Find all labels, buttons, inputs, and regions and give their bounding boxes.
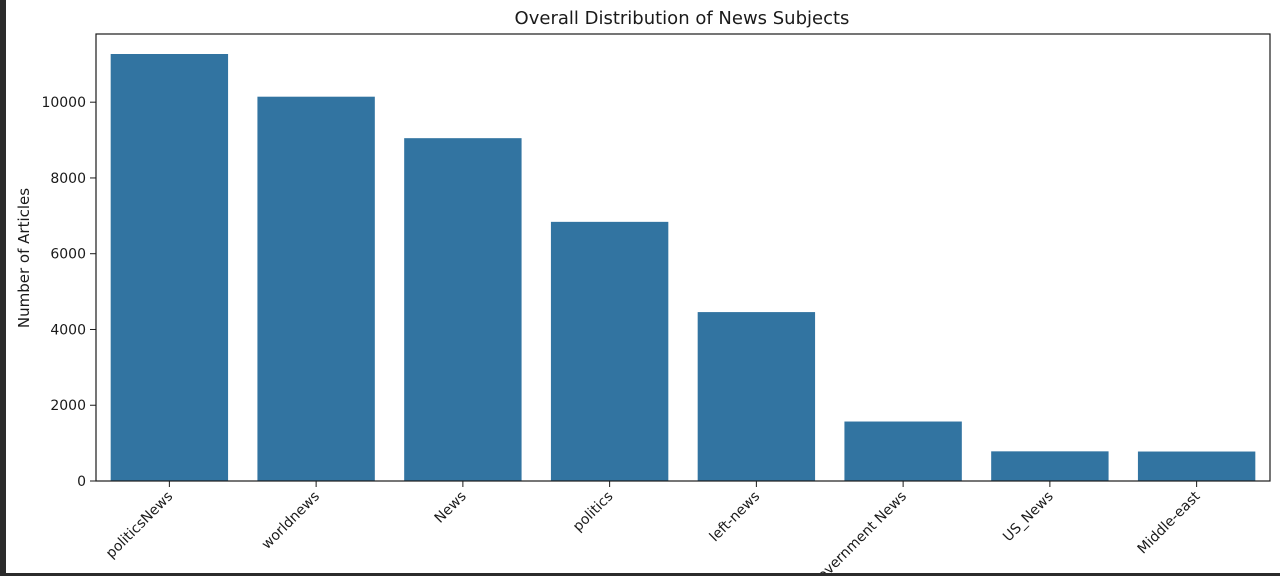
- bar-3: [550, 221, 669, 481]
- plot-frame: [95, 33, 1271, 482]
- y-tick-label-0: 0: [77, 474, 86, 490]
- x-tick-label-5: Government News: [807, 489, 910, 573]
- y-tick-label-1: 2000: [50, 398, 86, 414]
- bar-2: [404, 138, 522, 482]
- x-tick-label-2: News: [432, 489, 470, 527]
- bar-4: [697, 312, 816, 481]
- x-tick-label-3: politics: [570, 489, 616, 535]
- x-tick-label-0: politicsNews: [103, 489, 176, 562]
- bar-0: [110, 54, 229, 482]
- y-axis-label: Number of Articles: [15, 188, 33, 328]
- chart-figure: Overall Distribution of News Subjects Nu…: [6, 0, 1280, 573]
- y-tick-label-5: 10000: [41, 95, 86, 111]
- x-tick-label-7: Middle-east: [1135, 488, 1204, 557]
- bar-1: [257, 96, 375, 482]
- bar-6: [991, 451, 1109, 481]
- bar-7: [1137, 451, 1256, 481]
- bar-5: [844, 421, 962, 481]
- x-tick-label-4: left-news: [707, 489, 764, 546]
- x-tick-label-6: US_News: [1000, 489, 1057, 546]
- bars-group: [110, 54, 1256, 482]
- y-tick-label-4: 8000: [50, 171, 86, 187]
- chart-title: Overall Distribution of News Subjects: [515, 8, 850, 29]
- x-tick-label-1: worldnews: [259, 489, 323, 553]
- y-axis: 0 2000 4000 6000 8000 10000: [41, 95, 96, 490]
- bar-chart: Overall Distribution of News Subjects Nu…: [15, 8, 1271, 573]
- x-axis: politicsNews worldnews News politics left-ne…: [103, 481, 1204, 573]
- y-tick-label-2: 4000: [50, 322, 86, 338]
- y-tick-label-3: 6000: [50, 247, 86, 263]
